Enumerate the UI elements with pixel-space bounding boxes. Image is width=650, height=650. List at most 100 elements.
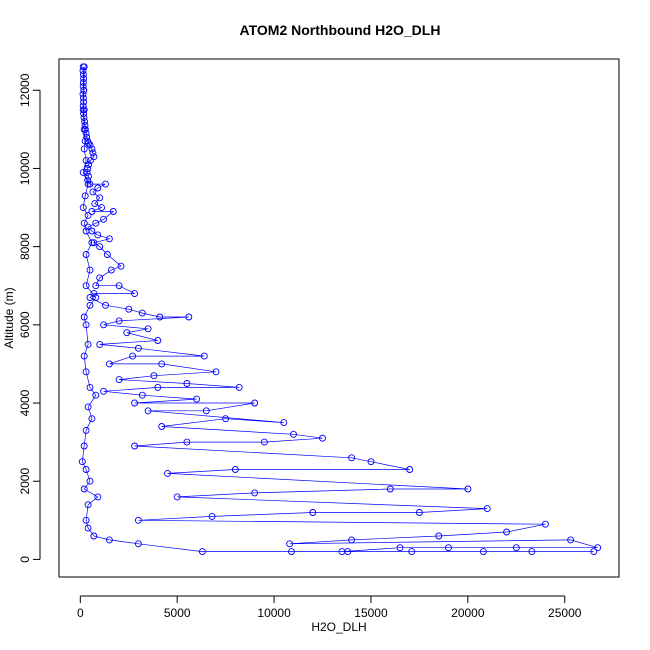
data-point (123, 329, 131, 337)
data-point (200, 352, 208, 360)
data-point (80, 145, 88, 153)
data-point (107, 266, 115, 274)
data-point (81, 137, 89, 145)
data-point (105, 536, 113, 544)
x-axis: 0 5000 10000 15000 20000 25000 (77, 595, 582, 620)
data-point (96, 243, 104, 251)
data-point (90, 290, 98, 298)
data-point (91, 200, 99, 208)
data-point (198, 548, 206, 556)
data-point (503, 528, 511, 536)
y-tick-label: 10000 (18, 151, 32, 185)
data-point (88, 415, 96, 423)
data-point (82, 368, 90, 376)
data-point (129, 352, 137, 360)
data-point (406, 466, 414, 473)
data-point (185, 313, 193, 321)
data-point (81, 122, 89, 129)
data-point (183, 438, 191, 446)
data-point (86, 180, 94, 188)
data-point (115, 282, 123, 290)
data-point (84, 211, 92, 219)
data-point (102, 301, 109, 309)
data-point (80, 114, 88, 122)
y-axis: 0 2000 4000 6000 8000 10000 12000 (18, 73, 41, 563)
data-point (82, 227, 90, 235)
data-point (86, 301, 94, 309)
data-point (81, 192, 89, 200)
data-point (100, 215, 108, 223)
data-point (84, 176, 92, 184)
data-point (105, 360, 113, 368)
y-tick-label: 4000 (18, 389, 32, 416)
data-point (79, 204, 87, 212)
data-point (80, 442, 88, 450)
data-point (528, 548, 536, 556)
data-point (344, 548, 352, 556)
data-point (144, 407, 152, 415)
data-point (88, 145, 96, 153)
x-tick-label: 0 (77, 606, 84, 620)
data-point (80, 352, 88, 360)
data-point (84, 501, 92, 509)
data-point (415, 509, 423, 516)
data-point (183, 380, 191, 387)
data-point (84, 223, 92, 231)
data-point (79, 102, 87, 110)
data-point (367, 458, 375, 466)
data-point (309, 509, 317, 516)
data-point (80, 98, 88, 106)
data-point (105, 235, 113, 243)
data-point (156, 313, 164, 321)
data-point (134, 516, 142, 524)
data-point (79, 168, 87, 176)
data-point (88, 208, 96, 215)
data-point (80, 63, 88, 71)
data-point (286, 540, 294, 548)
y-tick-label: 0 (18, 556, 32, 563)
data-point (103, 251, 111, 258)
data-point (131, 290, 139, 298)
data-point (82, 516, 90, 524)
data-point (80, 110, 88, 118)
data-point (202, 407, 210, 415)
data-point (78, 458, 86, 466)
data-point (134, 540, 142, 548)
plot-frame (58, 58, 620, 578)
data-point (86, 266, 94, 274)
data-point (102, 180, 109, 188)
data-point (83, 168, 91, 176)
data-point (96, 340, 104, 348)
data-point (90, 239, 98, 247)
series-line (81, 66, 598, 552)
data-point (79, 67, 87, 75)
chart-title: ATOM2 Northbound H2O_DLH (240, 22, 441, 38)
data-point (79, 94, 87, 102)
data-point (88, 239, 96, 247)
data-point (80, 219, 88, 227)
data-point (567, 536, 575, 544)
data-point (319, 434, 326, 442)
data-point (82, 426, 90, 434)
x-tick-label: 15000 (354, 606, 388, 620)
data-point (348, 454, 356, 462)
data-point (79, 106, 87, 114)
data-point (96, 274, 104, 282)
data-point (134, 344, 142, 352)
data-point (154, 383, 162, 391)
data-point (144, 325, 152, 333)
data-point (235, 383, 243, 391)
data-point (79, 79, 87, 86)
data-point (115, 376, 123, 384)
data-point (80, 313, 88, 321)
y-tick-label: 6000 (18, 311, 32, 338)
data-point (80, 485, 88, 493)
data-point (386, 485, 394, 493)
data-point (464, 485, 472, 493)
data-point (86, 141, 94, 149)
series-layer (78, 63, 602, 556)
data-point (92, 391, 100, 399)
data-point (396, 544, 404, 552)
data-point (82, 129, 90, 137)
data-point (594, 544, 602, 552)
